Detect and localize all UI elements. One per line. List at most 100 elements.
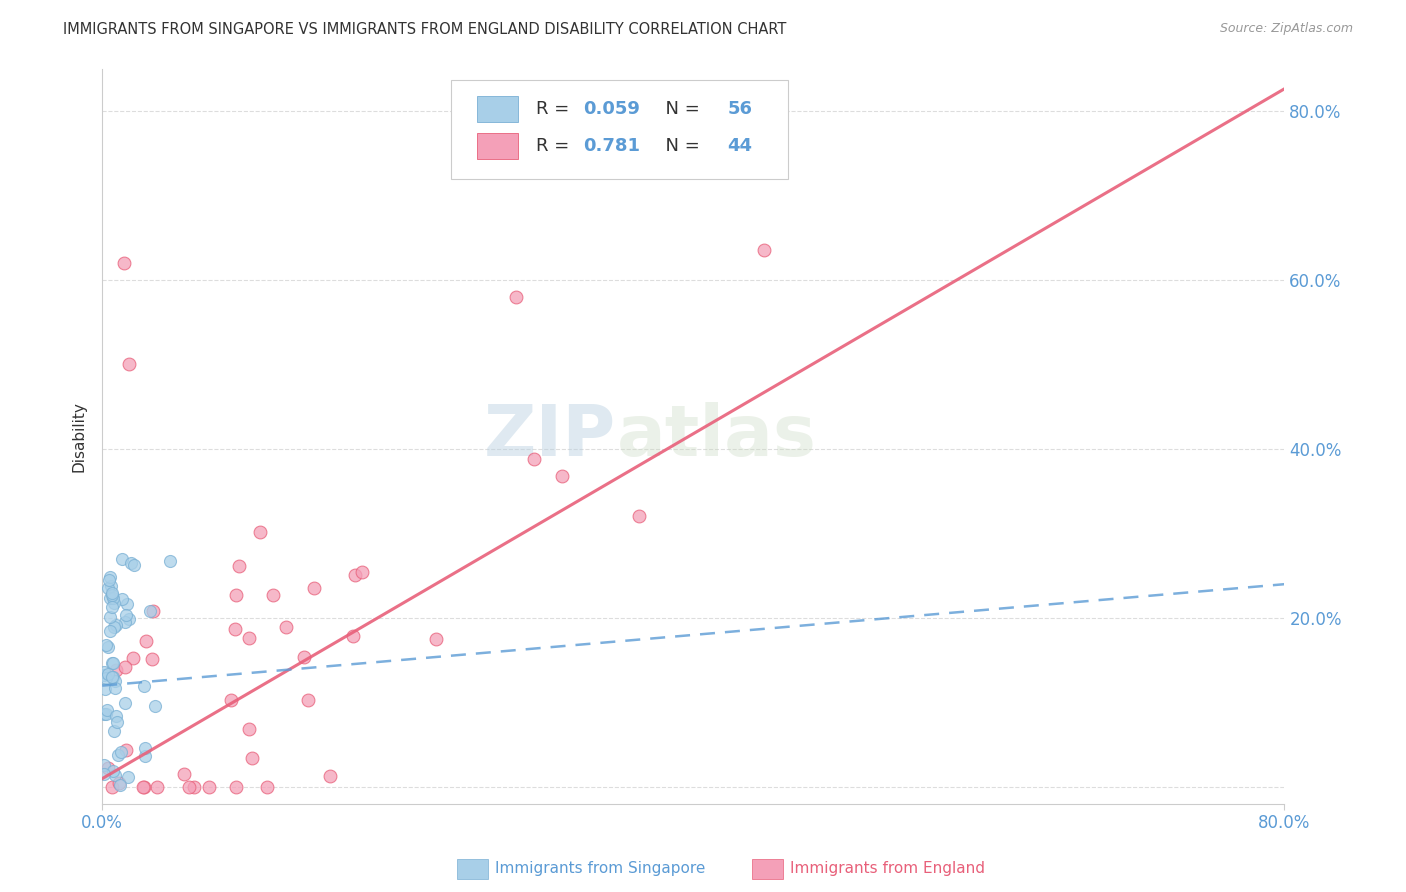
- Point: [262, 588, 284, 602]
- Text: 56: 56: [727, 100, 752, 118]
- Point: [93, 758, 115, 772]
- Text: IMMIGRANTS FROM SINGAPORE VS IMMIGRANTS FROM ENGLAND DISABILITY CORRELATION CHAR: IMMIGRANTS FROM SINGAPORE VS IMMIGRANTS …: [63, 22, 786, 37]
- Point: [240, 751, 263, 765]
- Point: [118, 358, 141, 372]
- Point: [97, 581, 120, 595]
- Point: [135, 633, 157, 648]
- Point: [101, 671, 124, 685]
- Point: [103, 724, 125, 739]
- Point: [103, 767, 125, 781]
- Point: [93, 767, 115, 781]
- Point: [101, 591, 124, 606]
- Point: [110, 745, 132, 759]
- FancyBboxPatch shape: [457, 859, 488, 879]
- Point: [118, 612, 141, 626]
- Text: N =: N =: [654, 100, 706, 118]
- Point: [238, 632, 260, 646]
- Point: [115, 597, 138, 611]
- Point: [111, 591, 134, 606]
- Point: [93, 665, 115, 679]
- Point: [105, 709, 128, 723]
- Point: [350, 565, 373, 579]
- Point: [249, 524, 271, 539]
- Text: 44: 44: [727, 136, 752, 154]
- Point: [132, 780, 155, 794]
- Point: [292, 649, 315, 664]
- Point: [120, 557, 142, 571]
- Point: [224, 622, 246, 636]
- Point: [104, 673, 127, 688]
- Point: [228, 558, 250, 573]
- Point: [141, 652, 163, 666]
- Point: [145, 780, 167, 794]
- Point: [276, 620, 298, 634]
- Point: [425, 632, 447, 646]
- Point: [122, 650, 145, 665]
- Point: [114, 743, 136, 757]
- Point: [100, 588, 122, 602]
- Point: [101, 764, 124, 778]
- Point: [225, 780, 247, 794]
- Point: [114, 696, 136, 710]
- Point: [93, 668, 115, 682]
- Point: [318, 769, 340, 783]
- Point: [138, 605, 160, 619]
- Point: [98, 610, 121, 624]
- Point: [551, 469, 574, 483]
- Point: [183, 780, 205, 794]
- Point: [132, 780, 155, 794]
- Text: atlas: atlas: [616, 401, 817, 471]
- Point: [179, 780, 201, 794]
- FancyBboxPatch shape: [477, 133, 519, 159]
- Point: [145, 698, 167, 713]
- FancyBboxPatch shape: [752, 859, 783, 879]
- Point: [124, 558, 146, 572]
- Point: [115, 607, 138, 622]
- Point: [97, 573, 120, 587]
- Point: [505, 290, 527, 304]
- Point: [134, 679, 156, 693]
- Point: [107, 747, 129, 762]
- Point: [105, 714, 128, 729]
- Text: 0.781: 0.781: [583, 136, 640, 154]
- Point: [103, 596, 125, 610]
- Point: [114, 615, 136, 630]
- Point: [197, 780, 219, 794]
- Point: [97, 761, 120, 775]
- Point: [219, 693, 242, 707]
- Point: [627, 508, 650, 523]
- Text: 0.059: 0.059: [583, 100, 640, 118]
- Point: [114, 660, 136, 674]
- Point: [104, 618, 127, 632]
- Point: [97, 640, 120, 654]
- Point: [96, 706, 118, 721]
- Point: [97, 667, 120, 681]
- Text: Source: ZipAtlas.com: Source: ZipAtlas.com: [1219, 22, 1353, 36]
- Text: ZIP: ZIP: [484, 401, 616, 471]
- Point: [225, 588, 247, 602]
- Point: [112, 256, 135, 270]
- Point: [103, 657, 125, 671]
- Point: [98, 591, 121, 605]
- Point: [100, 579, 122, 593]
- FancyBboxPatch shape: [477, 96, 519, 122]
- Point: [134, 749, 156, 764]
- Point: [104, 681, 127, 695]
- Point: [100, 624, 122, 639]
- Point: [142, 604, 165, 618]
- Point: [256, 780, 278, 794]
- Point: [101, 656, 124, 670]
- Point: [105, 664, 128, 678]
- Y-axis label: Disability: Disability: [72, 401, 86, 472]
- Point: [117, 771, 139, 785]
- Point: [523, 452, 546, 467]
- Point: [100, 670, 122, 684]
- Point: [111, 551, 134, 566]
- Point: [101, 585, 124, 599]
- Point: [342, 629, 364, 643]
- Text: Immigrants from Singapore: Immigrants from Singapore: [495, 862, 706, 876]
- Point: [297, 693, 319, 707]
- Point: [107, 776, 129, 790]
- Point: [96, 703, 118, 717]
- Point: [103, 620, 125, 634]
